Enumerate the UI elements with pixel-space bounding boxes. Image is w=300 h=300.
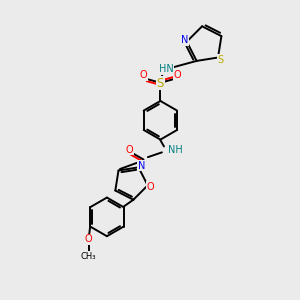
Text: CH₃: CH₃ [81, 252, 96, 261]
Text: O: O [126, 145, 134, 155]
Text: O: O [147, 182, 154, 192]
Text: S: S [217, 55, 224, 65]
Text: N: N [138, 161, 145, 171]
Text: HN: HN [159, 64, 174, 74]
Text: O: O [85, 234, 92, 244]
Text: NH: NH [168, 145, 183, 155]
Text: O: O [140, 70, 147, 80]
Text: N: N [181, 35, 188, 45]
Text: S: S [157, 76, 164, 90]
Text: O: O [173, 70, 181, 80]
